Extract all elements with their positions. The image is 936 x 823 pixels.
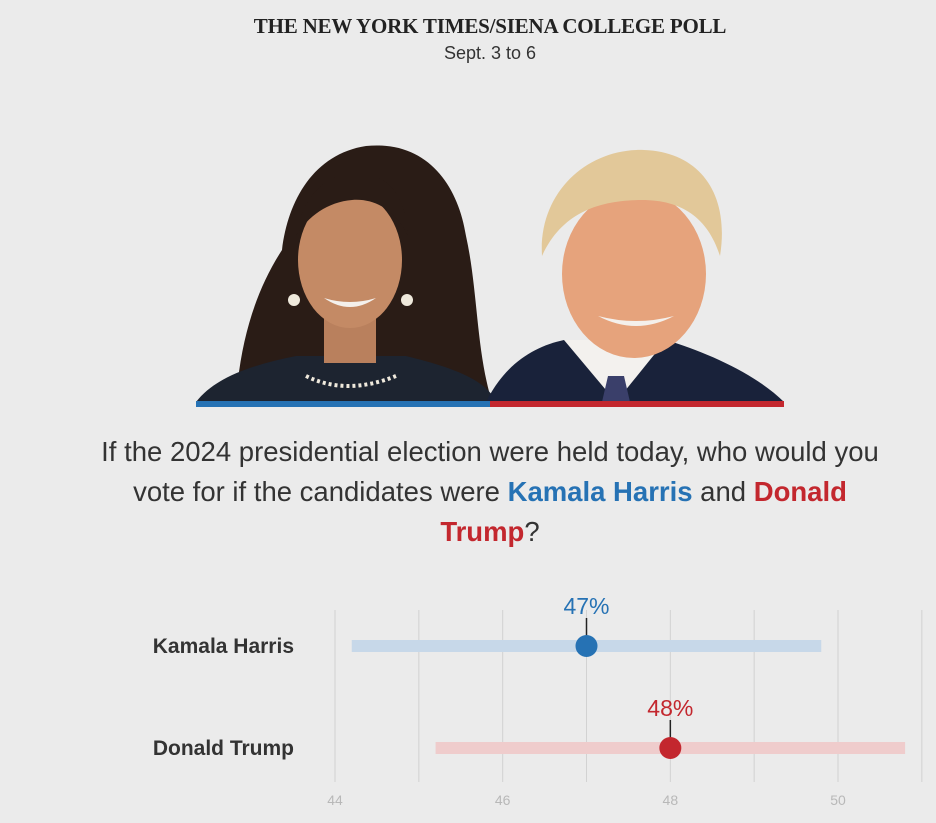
kamala-harris-value-dot	[575, 635, 598, 657]
donald-trump-row-label: Donald Trump	[153, 737, 294, 760]
poll-header: THE NEW YORK TIMES/SIENA COLLEGE POLL Se…	[0, 14, 936, 64]
question-trump-name: Donald Trump	[440, 476, 847, 547]
x-tick-label-44: 44	[327, 792, 343, 808]
trump-color-bar	[490, 401, 784, 407]
donald-trump-value-dot	[659, 737, 682, 759]
poll-dates: Sept. 3 to 6	[443, 43, 537, 63]
kamala-harris-row-label: Kamala Harris	[153, 635, 294, 658]
x-tick-label-48: 48	[663, 792, 679, 808]
poll-question: If the 2024 presidential election were h…	[90, 432, 890, 552]
x-tick-label-50: 50	[830, 792, 846, 808]
question-harris-name: Kamala Harris	[507, 476, 693, 507]
poll-chart: 44 46 48 50 Kamala Harris 47% Donald Trump 48%	[153, 593, 923, 808]
harris-portrait	[196, 145, 496, 402]
poll-title: THE NEW YORK TIMES/SIENA COLLEGE POLL	[253, 14, 727, 38]
trump-portrait	[486, 149, 784, 402]
question-and: and	[692, 476, 754, 507]
kamala-harris-value-label: 47%	[563, 593, 609, 619]
question-mark: ?	[524, 516, 540, 547]
candidate-portraits	[196, 140, 784, 408]
x-tick-label-46: 46	[495, 792, 511, 808]
donald-trump-value-label: 48%	[647, 695, 693, 721]
question-text: If the 2024 presidential election were h…	[101, 436, 879, 507]
harris-color-bar	[196, 401, 490, 407]
